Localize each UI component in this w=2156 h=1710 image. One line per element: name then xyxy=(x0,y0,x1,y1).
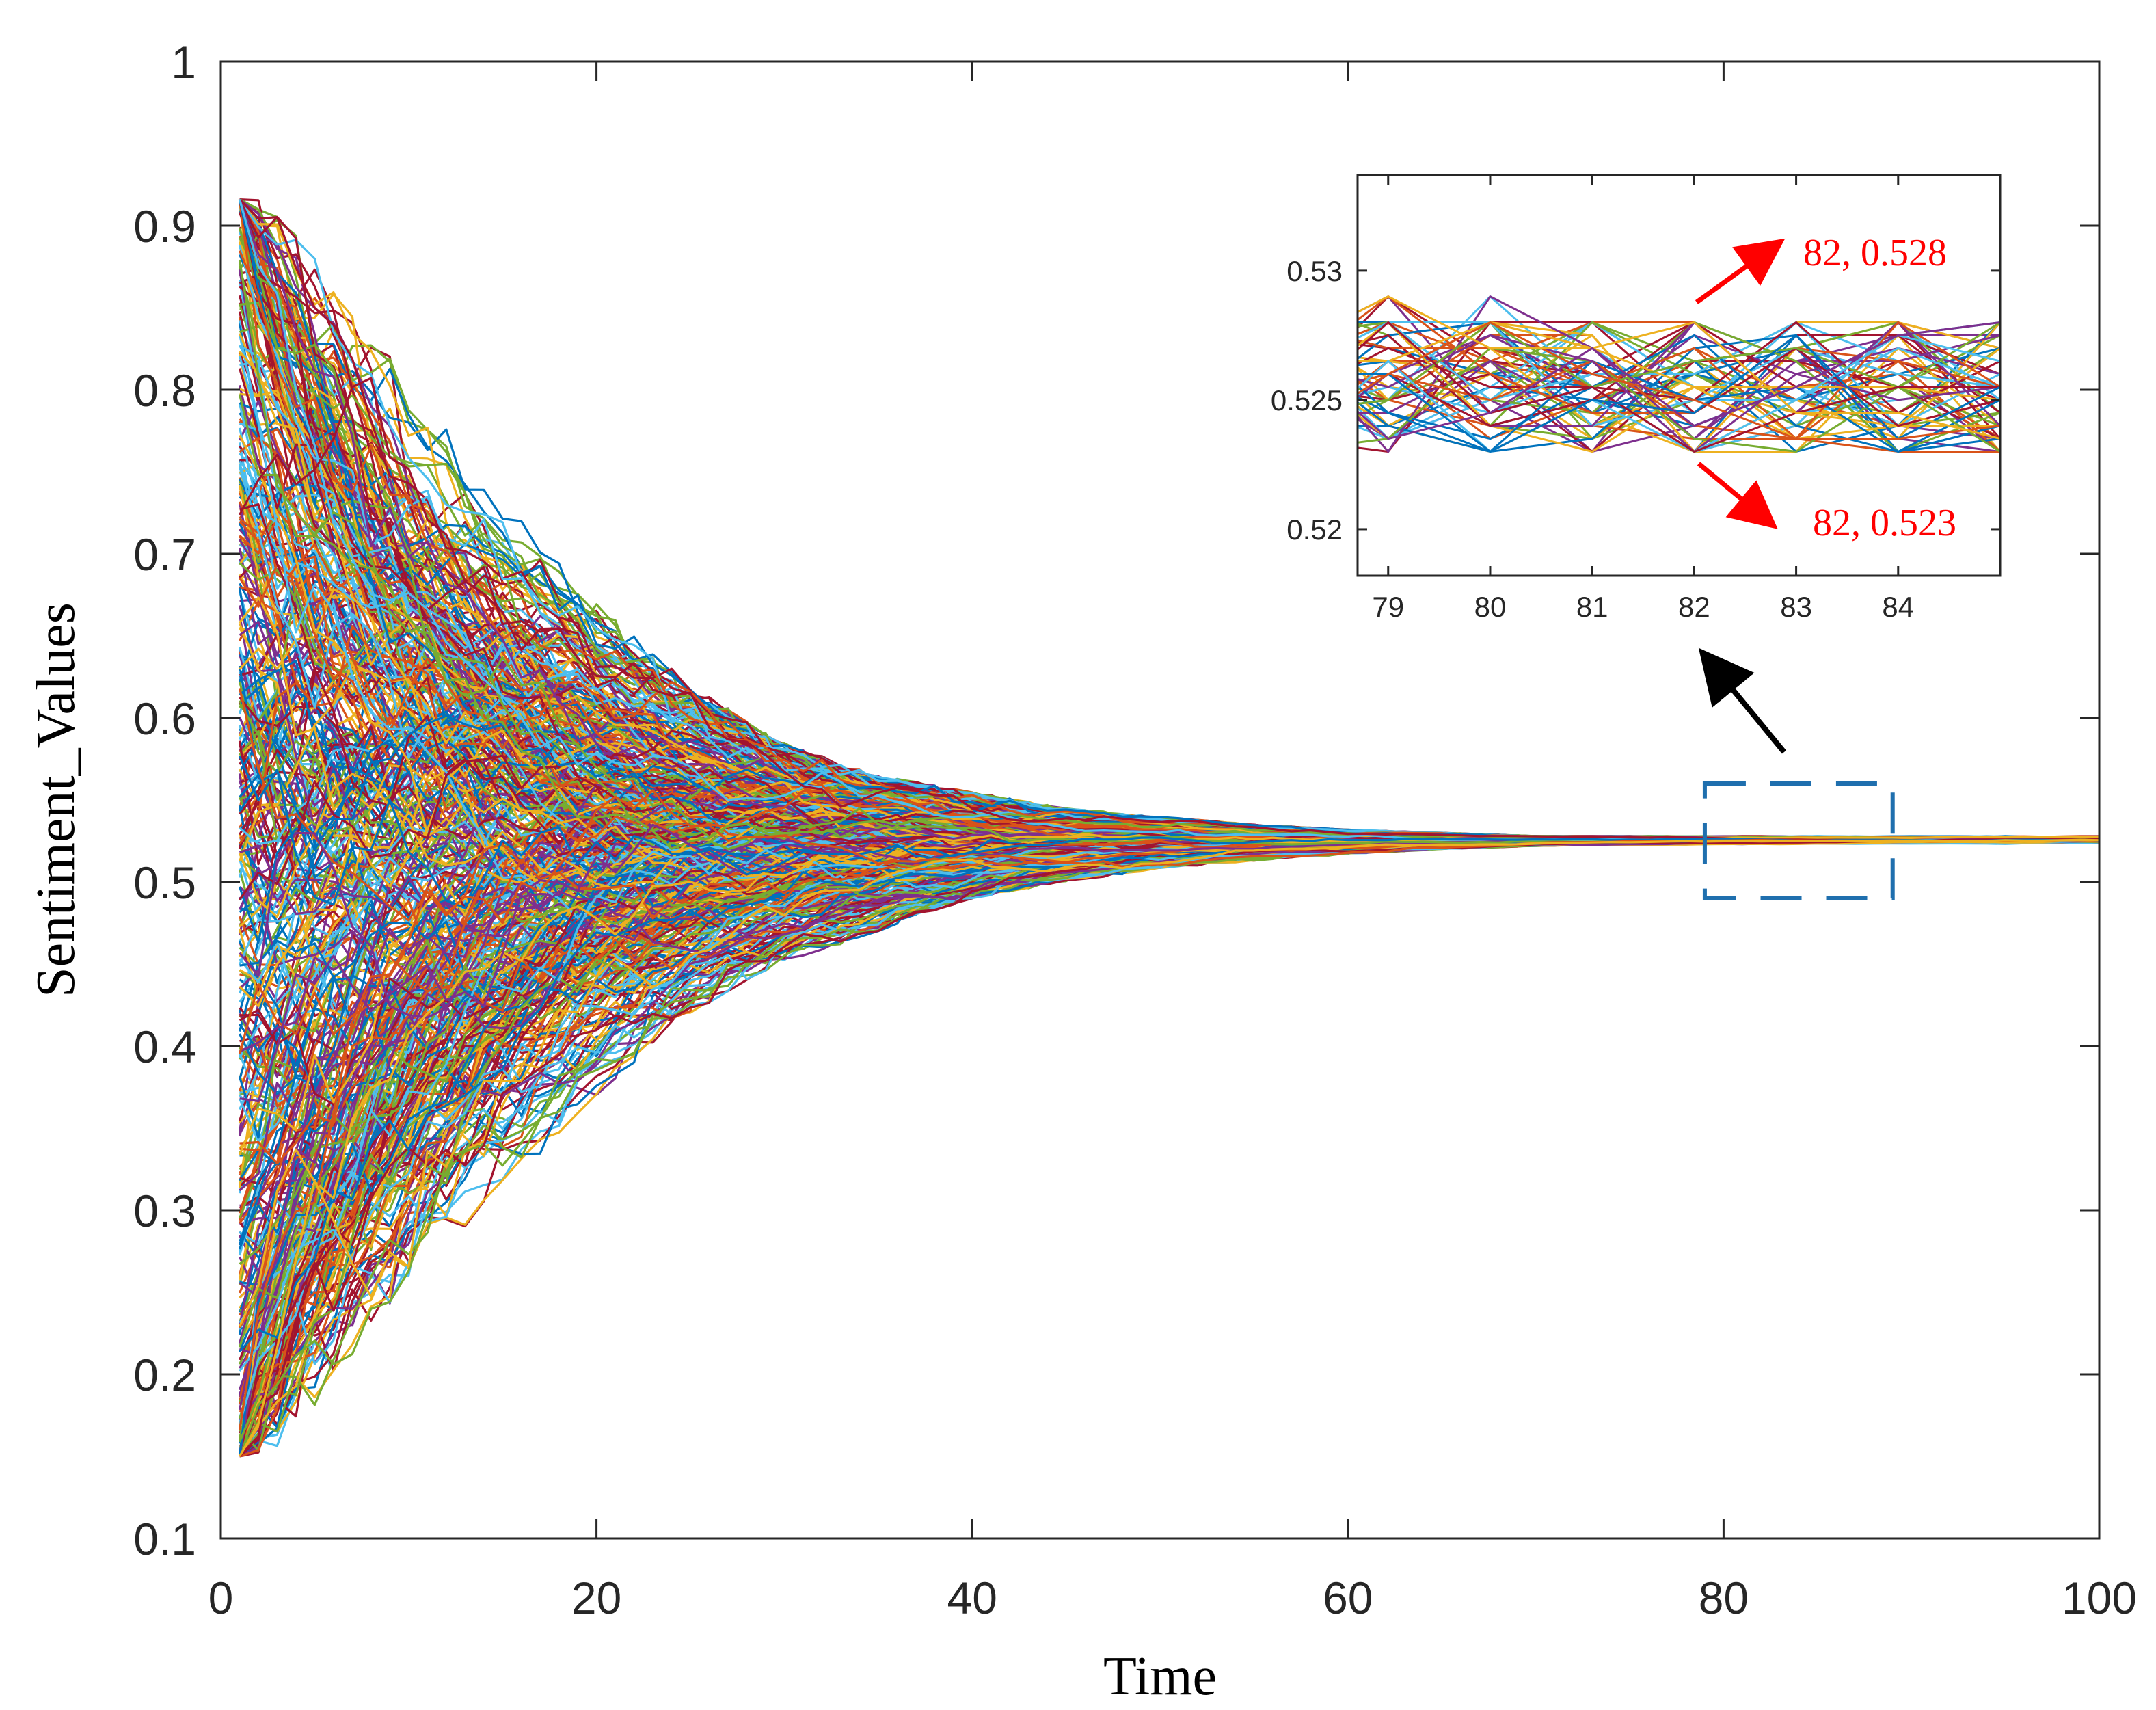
x-tick-label: 60 xyxy=(1323,1573,1373,1623)
y-tick-label: 0.8 xyxy=(133,365,196,416)
inset-x-tick-label: 79 xyxy=(1372,591,1404,623)
inset-x-tick-label: 83 xyxy=(1780,591,1812,623)
inset-series-line xyxy=(1358,334,2000,453)
y-tick-label: 0.3 xyxy=(133,1186,196,1236)
inset-x-tick-label: 84 xyxy=(1882,591,1914,623)
y-tick-label: 0.5 xyxy=(133,857,196,908)
upper-annotation-arrow xyxy=(1695,238,1786,304)
inset-x-tick-label: 81 xyxy=(1576,591,1608,623)
inset-ticks: 79 80 81 82 83 84 0.52 0.525 0.53 xyxy=(1271,175,2000,623)
y-tick-label: 0.7 xyxy=(133,529,196,580)
inset-plot-frame xyxy=(1356,174,2002,577)
inset-y-tick-label: 0.52 xyxy=(1286,513,1343,546)
inset-x-tick-label: 82 xyxy=(1678,591,1710,623)
zoom-region-box xyxy=(1702,781,1895,900)
y-tick-label: 0.6 xyxy=(133,693,196,744)
x-tick-label: 40 xyxy=(947,1573,997,1623)
inset-series-line xyxy=(1358,321,2000,453)
x-axis-title: Time xyxy=(1103,1646,1217,1707)
y-tick-label: 1 xyxy=(171,37,196,88)
inset-series-lines xyxy=(1358,295,2000,453)
y-tick-label: 0.2 xyxy=(133,1350,196,1400)
x-tick-label: 80 xyxy=(1699,1573,1749,1623)
inset-axes: 79 80 81 82 83 84 0.52 0.525 0.53 82, 0.528 82, … xyxy=(1271,174,2002,623)
inset-series-line xyxy=(1358,321,2000,453)
inset-x-tick-label: 80 xyxy=(1474,591,1507,623)
inset-y-tick-label: 0.53 xyxy=(1286,255,1343,287)
sentiment-series-line xyxy=(239,838,2099,1457)
x-tick-label: 20 xyxy=(571,1573,621,1623)
y-axis-title: Sentiment_Values xyxy=(26,602,86,998)
main-series-lines xyxy=(238,198,2099,1458)
inset-y-tick-label: 0.525 xyxy=(1271,384,1343,416)
inset-series-line xyxy=(1358,295,2000,440)
x-tick-label: 0 xyxy=(208,1573,234,1623)
upper-annotation-label: 82, 0.528 xyxy=(1803,232,1947,274)
y-tick-label: 0.4 xyxy=(133,1021,196,1072)
main-ticks: 0 20 40 60 80 100 0.1 0.2 0.3 0.4 0.5 0.6 0.7 0.8 0.9 1 xyxy=(133,37,2137,1623)
y-tick-label: 0.1 xyxy=(133,1514,196,1564)
zoom-pointer-arrow xyxy=(1698,647,1787,754)
x-tick-label: 100 xyxy=(2062,1573,2137,1623)
lower-annotation-arrow xyxy=(1697,462,1778,529)
inset-series-line xyxy=(1358,321,2000,440)
main-plot-frame xyxy=(219,60,2101,1540)
inset-series-line xyxy=(1358,334,2000,453)
y-tick-label: 0.9 xyxy=(133,201,196,252)
lower-annotation-label: 82, 0.523 xyxy=(1813,502,1956,544)
inset-series-line xyxy=(1358,321,2000,401)
